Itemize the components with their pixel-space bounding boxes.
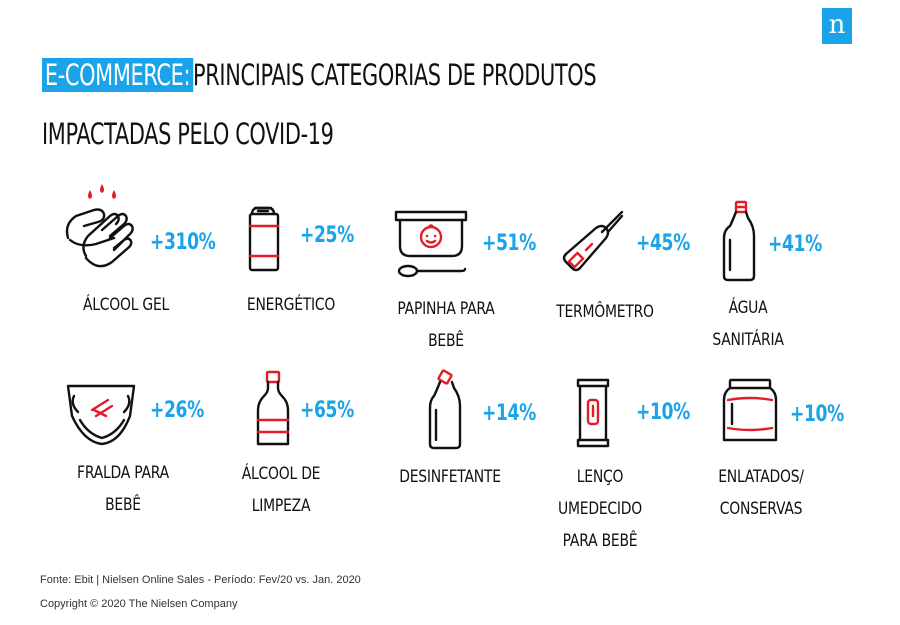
category-label: DESINFETANTE [399, 467, 501, 487]
category-pct: +25% [300, 223, 354, 248]
category-pct: +51% [482, 231, 536, 256]
category-pct: +10% [636, 400, 690, 425]
category-label: FRALDA PARA BEBÊ [77, 463, 169, 515]
bleach-bottle-icon [722, 200, 756, 282]
disinfectant-bottle-icon [428, 369, 462, 450]
alcohol-bottle-icon [256, 370, 290, 446]
category-pct: +14% [482, 401, 536, 426]
category-label: ÁLCOOL GEL [82, 295, 170, 315]
title-highlight: E-COMMERCE: [42, 58, 194, 92]
category-label: PAPINHA PARA BEBÊ [397, 299, 495, 351]
wet-wipes-icon [576, 378, 610, 448]
baby-food-container-icon [394, 210, 468, 278]
category-pct: +65% [300, 398, 354, 423]
hand-sanitizer-icon [65, 184, 134, 268]
category-pct: +310% [150, 230, 216, 255]
canned-jar-icon [722, 378, 778, 442]
category-label: ENLATADOS/CONSERVAS [718, 467, 804, 519]
energy-drink-can-icon [248, 206, 280, 272]
title-line-1-rest: PRINCIPAIS CATEGORIAS DE PRODUTOS [193, 58, 597, 92]
nielsen-logo: n [822, 8, 852, 44]
category-label: ENERGÉTICO [246, 295, 336, 315]
category-pct: +41% [768, 232, 822, 257]
category-pct: +26% [150, 398, 204, 423]
category-label: ÁLCOOL DE LIMPEZA [241, 464, 321, 516]
thermometer-icon [562, 210, 624, 272]
copyright-note: Copyright © 2020 The Nielsen Company [40, 598, 238, 610]
category-pct: +10% [790, 402, 844, 427]
source-note: Fonte: Ebit | Nielsen Online Sales - Per… [40, 574, 361, 586]
category-pct: +45% [636, 231, 690, 256]
diaper-icon [66, 384, 136, 446]
category-label: LENÇO UMEDECIDO PARA BEBÊ [558, 467, 642, 551]
page-title-line-2: IMPACTADAS PELO COVID-19 [42, 117, 334, 151]
category-label: ÁGUA SANITÁRIA [712, 298, 784, 350]
page-title-line-1: E-COMMERCE:PRINCIPAIS CATEGORIAS DE PROD… [42, 58, 597, 92]
category-label: TERMÔMETRO [556, 302, 654, 322]
